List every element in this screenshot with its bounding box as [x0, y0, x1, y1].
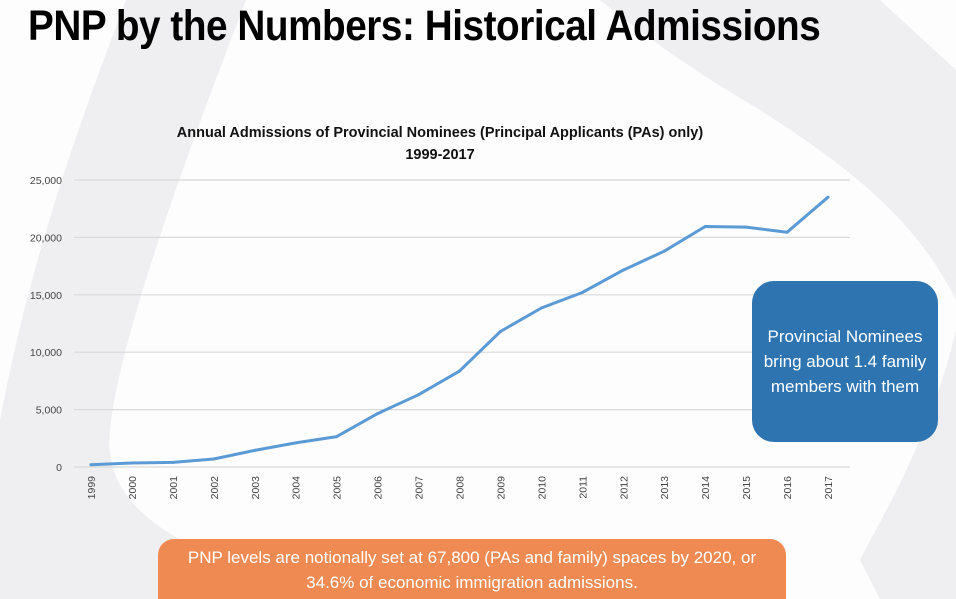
x-tick-label: 2011	[577, 476, 589, 499]
x-tick-label: 1999	[86, 476, 98, 500]
x-tick-label: 2010	[536, 476, 548, 500]
chart-subtitle: 1999-2017	[405, 147, 474, 163]
x-tick-label: 2014	[700, 476, 712, 500]
background-swoosh-bottom-right	[860, 330, 956, 599]
data-point	[785, 230, 789, 234]
data-point	[212, 457, 216, 461]
pnp-levels-note: PNP levels are notionally set at 67,800 …	[158, 539, 786, 599]
data-point	[703, 224, 707, 228]
family-members-callout: Provincial Nominees bring about 1.4 fami…	[752, 281, 938, 442]
x-tick-label: 2016	[782, 476, 794, 500]
y-tick-label: 5,000	[36, 405, 62, 417]
gridlines	[74, 179, 850, 468]
y-axis-tick-labels: 0 5,000 10,000 15,000 20,000 25,000	[30, 175, 62, 474]
x-tick-label: 2008	[455, 476, 467, 500]
series-group	[89, 195, 830, 467]
data-point	[294, 441, 298, 445]
data-point	[539, 306, 543, 310]
x-tick-label: 2003	[250, 476, 262, 500]
background-swoosh-right	[600, 0, 956, 300]
background-swoosh-left	[0, 0, 474, 599]
x-tick-label: 2005	[332, 476, 344, 500]
y-tick-label: 20,000	[30, 232, 62, 244]
x-tick-label: 2012	[618, 476, 630, 500]
data-point	[744, 225, 748, 229]
data-point	[662, 249, 666, 253]
data-point	[335, 435, 339, 439]
x-tick-label: 2006	[373, 476, 385, 500]
x-tick-label: 2007	[414, 476, 426, 500]
x-tick-label: 2004	[291, 476, 303, 500]
callout-text: Provincial Nominees bring about 1.4 fami…	[763, 327, 927, 396]
data-point	[580, 291, 584, 295]
x-axis-tick-labels: 1999 2000 2001 2002 2003 2004 2005 2006 2007 2008…	[86, 476, 835, 500]
data-point	[89, 463, 93, 467]
y-tick-label: 25,000	[30, 175, 62, 187]
data-point	[498, 330, 502, 334]
x-tick-label: 2017	[823, 476, 835, 500]
x-tick-label: 2015	[741, 476, 753, 500]
data-point	[826, 195, 830, 199]
data-point	[417, 393, 421, 397]
slide-title: PNP by the Numbers: Historical Admission…	[28, 2, 821, 50]
x-tick-label: 2009	[495, 476, 507, 500]
data-point	[130, 461, 134, 465]
x-tick-label: 2002	[209, 476, 221, 500]
data-point	[621, 268, 625, 272]
data-point	[376, 412, 380, 416]
x-tick-label: 2001	[168, 476, 180, 500]
data-point	[458, 369, 461, 373]
data-point	[253, 448, 257, 452]
data-point	[171, 460, 175, 464]
chart-title: Annual Admissions of Provincial Nominees…	[177, 125, 704, 141]
footer-note-text: PNP levels are notionally set at 67,800 …	[187, 548, 757, 592]
y-tick-label: 10,000	[30, 347, 62, 359]
x-tick-label: 2000	[127, 476, 139, 500]
y-tick-label: 15,000	[30, 290, 62, 302]
y-tick-label: 0	[56, 462, 62, 474]
x-tick-label: 2013	[659, 476, 671, 500]
